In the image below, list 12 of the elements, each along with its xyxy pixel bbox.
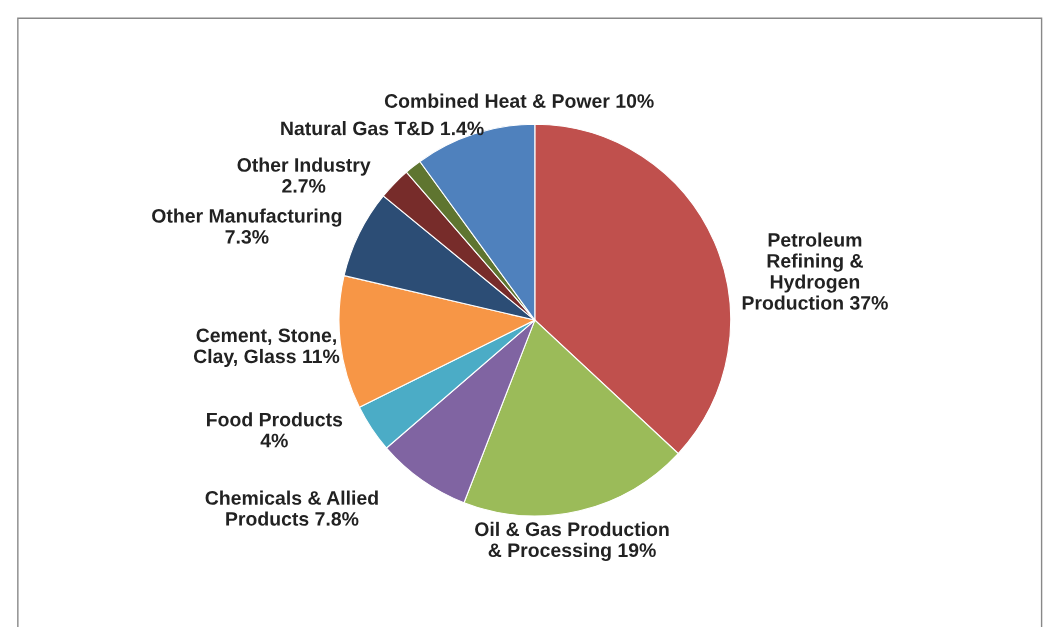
data-label: 4% bbox=[260, 433, 288, 448]
data-label: 2.7% bbox=[282, 179, 326, 193]
slice-label: Other Manufacturing bbox=[152, 208, 342, 227]
slice-label: Petroleum Refining & Hydrogen Production 37% bbox=[742, 232, 888, 310]
slice-label: Natural Gas T&D 1.4% bbox=[281, 121, 484, 136]
slice-label: Food Products bbox=[207, 412, 343, 427]
slice-label: Chemicals & Allied Products 7.8% bbox=[205, 490, 378, 526]
data-label: 7.3% bbox=[225, 229, 269, 244]
slice-label: Other Industry bbox=[237, 157, 371, 176]
slice-label: Oil & Gas Production & Processing 19% bbox=[475, 521, 669, 561]
slice-label: Cement, Stone, Clay, Glass 11% bbox=[193, 328, 340, 368]
slice-label: Combined Heat & Power 10% bbox=[384, 93, 654, 108]
